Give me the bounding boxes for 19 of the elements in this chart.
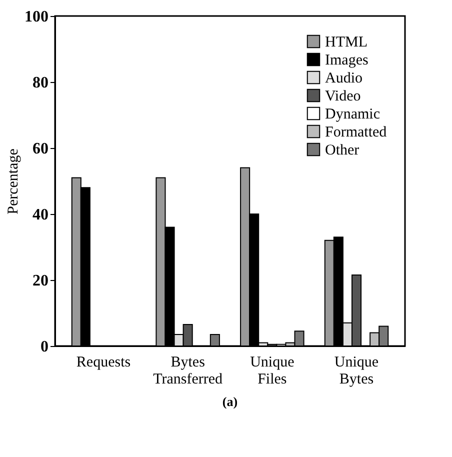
y-tick-label: 80 (32, 74, 48, 92)
x-tick-label: Requests (76, 354, 131, 370)
text: (a) (222, 394, 238, 409)
y-axis-title: Percentage (6, 148, 22, 214)
legend-label: Formatted (325, 124, 388, 140)
legend-label: HTML (325, 34, 368, 50)
legend-label: Video (325, 88, 361, 104)
legend-label: Audio (325, 70, 362, 86)
x-tick-label: Unique Bytes (334, 354, 379, 388)
y-tick-label: 100 (24, 8, 48, 26)
legend-label: Other (325, 142, 360, 158)
y-tick-label: 60 (32, 140, 48, 158)
y-tick-label: 20 (32, 272, 48, 290)
y-tick-label: 40 (32, 206, 48, 224)
y-tick-label: 0 (40, 338, 48, 356)
x-tick-label: Bytes Transferred (153, 354, 224, 388)
legend-label: Images (325, 52, 368, 68)
legend-label: Dynamic (325, 106, 380, 122)
x-tick-label: Unique Files (250, 354, 295, 388)
